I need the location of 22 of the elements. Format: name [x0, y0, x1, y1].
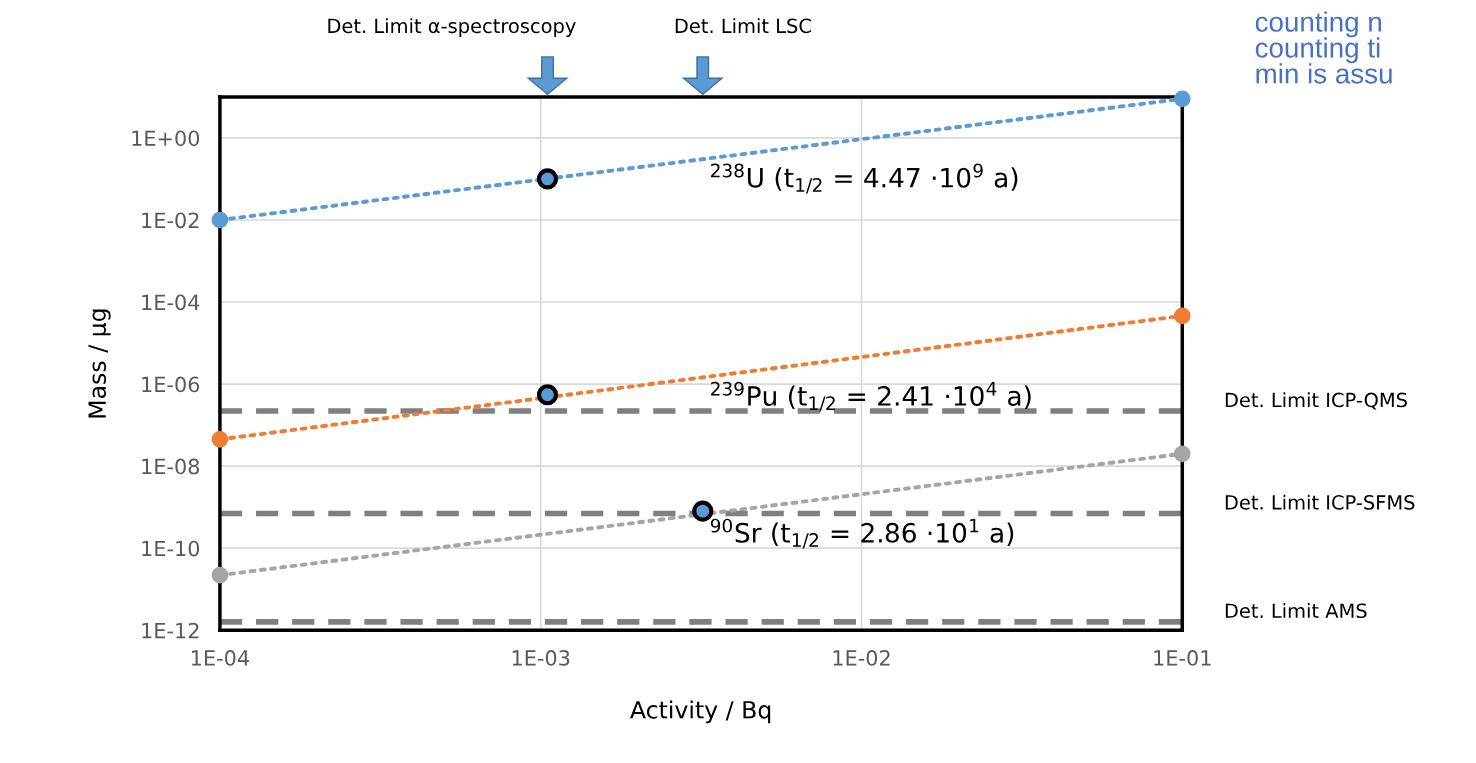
x-tick-label: 1E-04 [191, 650, 249, 666]
x-tick-label: 1E-03 [512, 650, 570, 666]
series-label: $^{90}$Sr (t$_{1/2}$ = 2.86 ·10$^{1}$ a) [710, 518, 1014, 549]
series-label: $^{238}$U (t$_{1/2}$ = 4.47 ·10$^{9}$ a) [711, 163, 1018, 194]
ref-line-label: Det. Limit AMS [1225, 603, 1367, 619]
y-axis-title: Mass / µg [88, 309, 111, 418]
text: Det. Limit α-spectroscopy [328, 18, 576, 37]
text: counting n counting ti min is assu [1255, 11, 1392, 84]
y-tick-label: 1E-12 [142, 622, 199, 639]
y-tick-label: 1E-10 [142, 540, 200, 557]
series-label: $^{239}$Pu (t$_{1/2}$ = 2.41 ·10$^{4}$ a) [711, 381, 1031, 412]
x-axis-title: Activity / Bq [630, 700, 771, 724]
y-tick-label: 1E-08 [142, 458, 200, 475]
ref-line-label: Det. Limit ICP-SFMS [1225, 494, 1415, 510]
text: Det. Limit LSC [675, 18, 811, 34]
y-tick-label: 1E+00 [132, 130, 200, 147]
x-tick-label: 1E-02 [833, 650, 890, 666]
ref-line-label: Det. Limit ICP-QMS [1225, 392, 1407, 410]
y-tick-label: 1E-02 [142, 212, 199, 229]
y-tick-label: 1E-06 [142, 376, 200, 393]
x-tick-label: 1E-01 [1154, 650, 1211, 666]
y-tick-label: 1E-04 [142, 294, 200, 311]
